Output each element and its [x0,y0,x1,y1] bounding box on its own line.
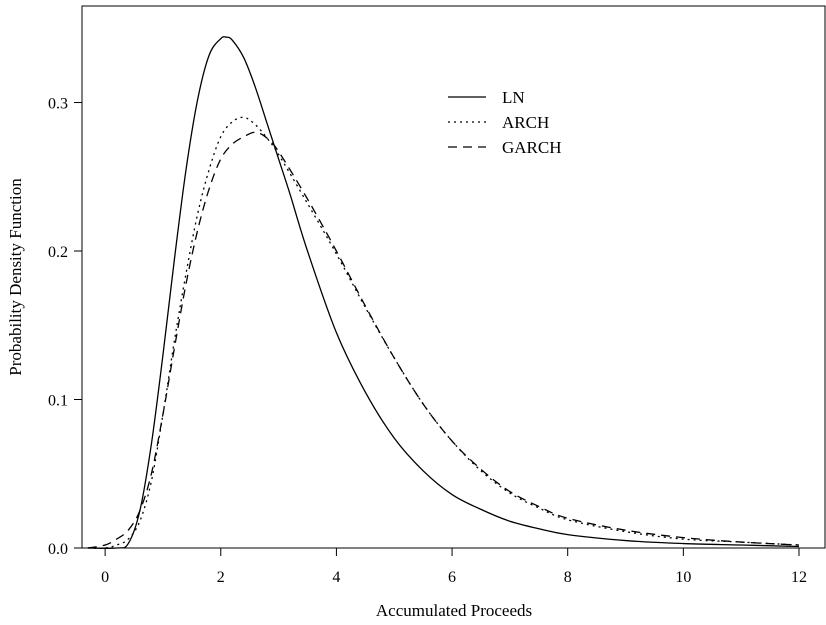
x-tick-label: 0 [101,569,109,586]
series-line-ln [87,36,799,549]
x-axis-label: Accumulated Proceeds [376,601,532,620]
series-line-garch [87,131,800,549]
legend-label-arch: ARCH [502,113,549,132]
series-line-arch [87,116,800,549]
y-axis: 0.0 0.1 0.2 0.3 [48,96,83,558]
x-tick-label: 6 [448,569,456,586]
x-tick-label: 4 [332,569,340,586]
y-tick-label: 0.0 [48,541,68,558]
plot-frame [81,5,826,549]
x-tick-label: 10 [675,569,691,586]
y-tick-label: 0.1 [48,393,68,410]
x-tick-label: 2 [217,569,225,586]
y-tick-label: 0.2 [48,244,68,261]
legend-label-ln: LN [502,88,525,107]
series-layer [87,36,800,549]
legend-label-garch: GARCH [502,138,562,157]
x-axis: 0 2 4 6 8 10 12 [101,547,807,586]
y-axis-label: Probability Density Function [6,178,25,376]
x-tick-label: 12 [791,569,807,586]
x-tick-label: 8 [564,569,572,586]
legend: LN ARCH GARCH [448,88,562,157]
y-tick-label: 0.3 [48,96,68,113]
